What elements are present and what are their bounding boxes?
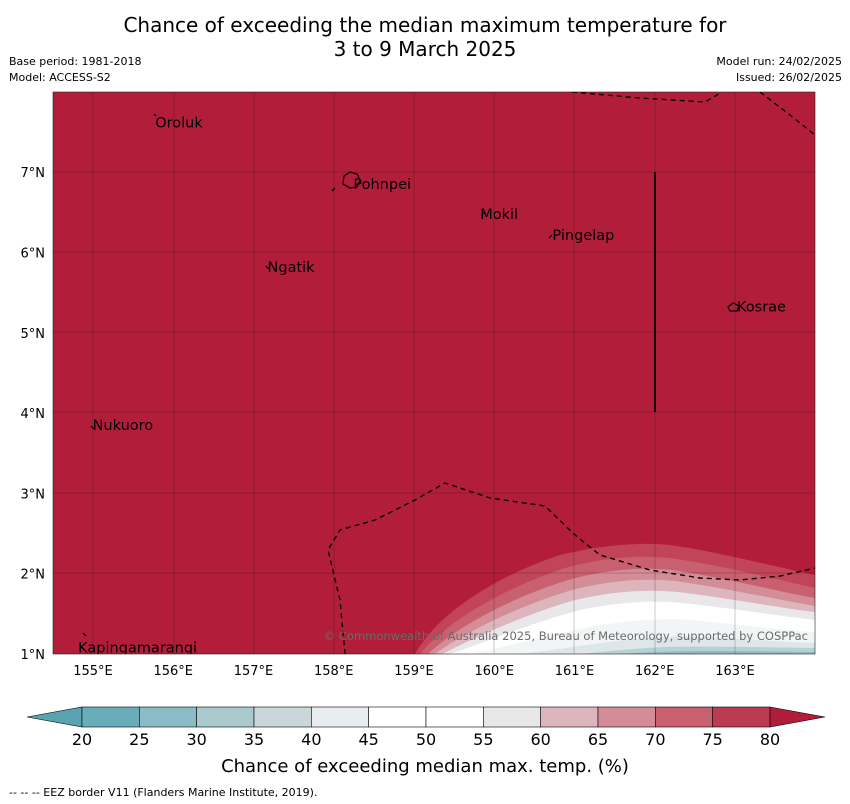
lat-tick-label: 4°N [21, 407, 46, 422]
lat-tick-label: 1°N [21, 648, 46, 663]
oroluk-atoll [153, 113, 157, 117]
colorbar-cell [597, 706, 656, 728]
colorbar-tick-label: 75 [702, 730, 722, 749]
lat-tick-label: 5°N [21, 327, 46, 342]
place-label: Oroluk [155, 115, 203, 131]
lat-tick-label: 3°N [21, 487, 46, 502]
base-period: Base period: 1981-2018 [9, 55, 142, 68]
colorbar-tick-label: 25 [129, 730, 149, 749]
model-name: Model: ACCESS-S2 [9, 71, 111, 84]
colorbar-tick-label: 40 [301, 730, 321, 749]
colorbar-tick-label: 70 [645, 730, 665, 749]
lon-tick-label: 158°E [314, 664, 354, 679]
eez-borders [327, 92, 815, 654]
colorbar-cell [655, 706, 713, 728]
colorbar-cell [311, 706, 369, 728]
lon-tick-label: 157°E [234, 664, 274, 679]
mokil-atoll [482, 211, 487, 216]
lon-tick-label: 162°E [635, 664, 675, 679]
lon-tick-label: 163°E [715, 664, 755, 679]
place-label: Ngatik [268, 260, 316, 276]
colorbar-tick-label: 35 [244, 730, 264, 749]
ngatik-atoll [265, 265, 270, 270]
kapinga-atoll [82, 632, 87, 637]
model-run: Model run: 24/02/2025 [716, 55, 842, 68]
footer-note: -- -- -- EEZ border V11 (Flanders Marine… [9, 786, 318, 799]
place-label: Nukuoro [93, 418, 154, 434]
colorbar-tick-label: 20 [72, 730, 92, 749]
lon-tick-label: 161°E [555, 664, 595, 679]
pohnpei-island [342, 171, 361, 189]
issued-date: Issued: 26/02/2025 [735, 71, 842, 84]
map-area: Oroluk Pohnpei Mokil Pingelap Ngatik Kosrae Nu… [53, 92, 815, 657]
pingelap-atoll [548, 234, 553, 239]
lon-tick-label: 160°E [474, 664, 514, 679]
place-label: Mokil [480, 207, 518, 223]
map-title: Chance of exceeding the median maximum t… [0, 13, 850, 61]
lon-tick-label: 156°E [153, 664, 193, 679]
colorbar-cell [196, 706, 255, 728]
colorbar-under-arrow [26, 706, 83, 728]
place-label: Pingelap [552, 228, 614, 244]
colorbar-tick-label: 60 [530, 730, 550, 749]
lat-tick-label: 2°N [21, 568, 46, 583]
nukuoro-atoll [90, 425, 95, 430]
colorbar-cell [368, 706, 427, 728]
map-frame [52, 91, 816, 655]
colorbar-tick-label: 30 [186, 730, 206, 749]
kosrae-island [727, 302, 740, 312]
colorbar-tick-label: 65 [588, 730, 608, 749]
lat-tick-label: 6°N [21, 247, 46, 262]
colorbar-cell [425, 706, 484, 728]
colorbar: 20 25 30 35 40 45 50 55 60 65 70 75 80 Chance of exc… [26, 706, 826, 777]
place-labels: Oroluk Pohnpei Mokil Pingelap Ngatik Kosrae Nu… [78, 115, 786, 657]
lon-tick-label: 155°E [73, 664, 113, 679]
colorbar-tick-label: 55 [473, 730, 493, 749]
place-label: Pohnpei [353, 177, 411, 193]
colorbar-tick-label: 80 [760, 730, 780, 749]
copyright-notice: © Commonwealth of Australia 2025, Bureau… [324, 629, 808, 643]
lon-tick-label: 159°E [394, 664, 434, 679]
lat-tick-label: 7°N [21, 166, 46, 181]
colorbar-over-arrow [769, 706, 826, 728]
colorbar-cell [139, 706, 197, 728]
title-line-2: 3 to 9 March 2025 [333, 37, 517, 61]
colorbar-tick-label: 50 [416, 730, 436, 749]
colorbar-tick-label: 45 [358, 730, 378, 749]
title-line-1: Chance of exceeding the median maximum t… [123, 13, 727, 37]
islands [82, 113, 740, 637]
meta-right: Model run: 24/02/2025 Issued: 26/02/2025 [716, 54, 842, 86]
longitude-labels: 155°E 156°E 157°E 158°E 159°E 160°E 161°E 162°E… [73, 664, 755, 679]
colorbar-label: Chance of exceeding median max. temp. (%… [221, 756, 629, 777]
colorbar-cell [253, 706, 312, 728]
place-label: Kosrae [737, 299, 786, 315]
probability-contours [415, 543, 815, 654]
ant-atoll [331, 187, 336, 192]
graticule [53, 92, 815, 654]
colorbar-cell [483, 706, 541, 728]
colorbar-cell [540, 706, 599, 728]
meta-left: Base period: 1981-2018 Model: ACCESS-S2 [9, 54, 141, 86]
latitude-labels: 1°N 2°N 3°N 4°N 5°N 6°N 7°N [21, 166, 46, 663]
colorbar-cell [712, 706, 771, 728]
colorbar-cell [81, 706, 140, 728]
place-label: Kapingamarangi [78, 641, 197, 657]
